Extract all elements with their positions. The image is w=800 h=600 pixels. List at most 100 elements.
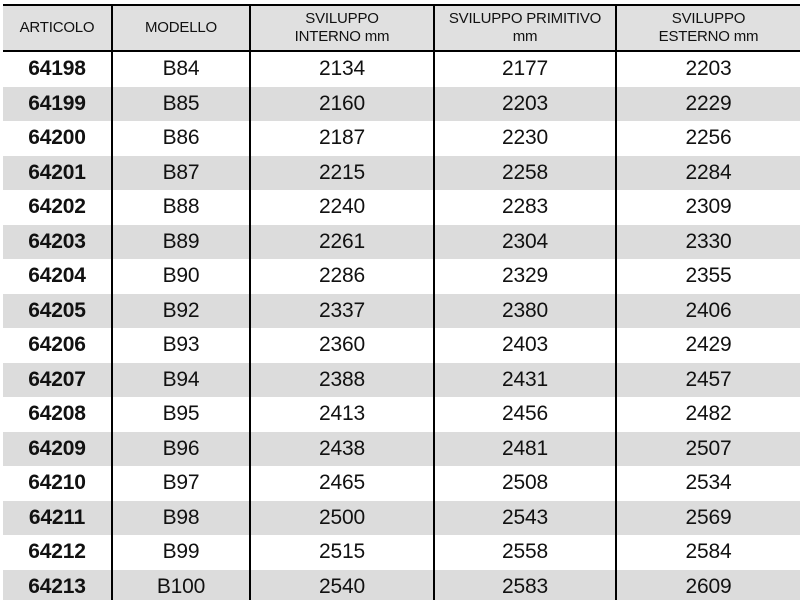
cell-modello: B89 bbox=[111, 224, 250, 259]
cell-modello: B88 bbox=[111, 190, 250, 225]
cell-sviluppo_esterno: 2309 bbox=[615, 190, 800, 225]
table-row: 64202 B88 2240 2283 2309 bbox=[3, 190, 800, 225]
cell-sviluppo_esterno: 2482 bbox=[615, 397, 800, 432]
cell-sviluppo_primitivo: 2230 bbox=[433, 121, 616, 156]
cell-sviluppo_interno: 2500 bbox=[249, 500, 434, 535]
header-row: ARTICOLO MODELLO SVILUPPO INTERNO mm SVI… bbox=[3, 4, 800, 52]
cell-sviluppo_esterno: 2406 bbox=[615, 293, 800, 328]
cell-modello: B92 bbox=[111, 293, 250, 328]
cell-sviluppo_esterno: 2584 bbox=[615, 535, 800, 570]
table-row: 64198 B84 2134 2177 2203 bbox=[3, 51, 800, 87]
cell-articolo: 64199 bbox=[3, 86, 112, 121]
cell-sviluppo_interno: 2360 bbox=[249, 328, 434, 363]
cell-modello: B97 bbox=[111, 466, 250, 501]
cell-sviluppo_esterno: 2609 bbox=[615, 569, 800, 600]
cell-sviluppo_interno: 2240 bbox=[249, 190, 434, 225]
cell-sviluppo_primitivo: 2380 bbox=[433, 293, 616, 328]
cell-articolo: 64198 bbox=[3, 51, 112, 87]
cell-sviluppo_interno: 2413 bbox=[249, 397, 434, 432]
col-header-label-line2: ESTERNO mm bbox=[658, 28, 759, 45]
cell-sviluppo_primitivo: 2304 bbox=[433, 224, 616, 259]
col-header-label: ARTICOLO bbox=[19, 19, 95, 36]
table-row: 64210 B97 2465 2508 2534 bbox=[3, 466, 800, 501]
col-header-modello: MODELLO bbox=[111, 4, 250, 52]
col-header-sviluppo-interno: SVILUPPO INTERNO mm bbox=[249, 4, 434, 52]
cell-sviluppo_primitivo: 2583 bbox=[433, 569, 616, 600]
cell-sviluppo_esterno: 2507 bbox=[615, 431, 800, 466]
cell-sviluppo_interno: 2438 bbox=[249, 431, 434, 466]
cell-sviluppo_esterno: 2203 bbox=[615, 51, 800, 87]
col-header-label-line1: SVILUPPO PRIMITIVO bbox=[448, 10, 602, 27]
cell-articolo: 64203 bbox=[3, 224, 112, 259]
table-row: 64205 B92 2337 2380 2406 bbox=[3, 293, 800, 328]
cell-sviluppo_primitivo: 2481 bbox=[433, 431, 616, 466]
cell-sviluppo_interno: 2187 bbox=[249, 121, 434, 156]
cell-sviluppo_esterno: 2429 bbox=[615, 328, 800, 363]
table-row: 64206 B93 2360 2403 2429 bbox=[3, 328, 800, 363]
cell-sviluppo_interno: 2261 bbox=[249, 224, 434, 259]
cell-sviluppo_primitivo: 2543 bbox=[433, 500, 616, 535]
cell-sviluppo_interno: 2215 bbox=[249, 155, 434, 190]
cell-articolo: 64200 bbox=[3, 121, 112, 156]
cell-articolo: 64207 bbox=[3, 362, 112, 397]
table-row: 64204 B90 2286 2329 2355 bbox=[3, 259, 800, 294]
cell-modello: B99 bbox=[111, 535, 250, 570]
table-row: 64199 B85 2160 2203 2229 bbox=[3, 86, 800, 121]
cell-modello: B84 bbox=[111, 51, 250, 87]
cell-modello: B85 bbox=[111, 86, 250, 121]
cell-articolo: 64212 bbox=[3, 535, 112, 570]
cell-sviluppo_esterno: 2229 bbox=[615, 86, 800, 121]
cell-sviluppo_esterno: 2355 bbox=[615, 259, 800, 294]
cell-sviluppo_primitivo: 2258 bbox=[433, 155, 616, 190]
cell-sviluppo_primitivo: 2403 bbox=[433, 328, 616, 363]
cell-articolo: 64204 bbox=[3, 259, 112, 294]
cell-sviluppo_interno: 2515 bbox=[249, 535, 434, 570]
cell-sviluppo_esterno: 2457 bbox=[615, 362, 800, 397]
col-header-label-line1: SVILUPPO bbox=[305, 10, 379, 27]
cell-modello: B94 bbox=[111, 362, 250, 397]
cell-sviluppo_primitivo: 2508 bbox=[433, 466, 616, 501]
cell-sviluppo_interno: 2337 bbox=[249, 293, 434, 328]
cell-sviluppo_interno: 2134 bbox=[249, 51, 434, 87]
cell-sviluppo_esterno: 2534 bbox=[615, 466, 800, 501]
cell-sviluppo_interno: 2160 bbox=[249, 86, 434, 121]
table-row: 64201 B87 2215 2258 2284 bbox=[3, 155, 800, 190]
cell-modello: B100 bbox=[111, 569, 250, 600]
table-row: 64213 B100 2540 2583 2609 bbox=[3, 569, 800, 600]
cell-sviluppo_esterno: 2256 bbox=[615, 121, 800, 156]
cell-modello: B90 bbox=[111, 259, 250, 294]
table-body: 64198 B84 2134 2177 2203 64199 B85 2160 2203 2229… bbox=[3, 51, 800, 600]
cell-sviluppo_esterno: 2569 bbox=[615, 500, 800, 535]
col-header-label-line1: SVILUPPO bbox=[671, 10, 746, 27]
cell-sviluppo_primitivo: 2283 bbox=[433, 190, 616, 225]
spec-table: ARTICOLO MODELLO SVILUPPO INTERNO mm SVI… bbox=[3, 4, 800, 600]
col-header-label-line2: mm bbox=[512, 28, 538, 45]
cell-sviluppo_primitivo: 2558 bbox=[433, 535, 616, 570]
cell-articolo: 64208 bbox=[3, 397, 112, 432]
cell-sviluppo_primitivo: 2329 bbox=[433, 259, 616, 294]
table-row: 64208 B95 2413 2456 2482 bbox=[3, 397, 800, 432]
col-header-label-line2: INTERNO mm bbox=[294, 28, 390, 45]
cell-sviluppo_interno: 2388 bbox=[249, 362, 434, 397]
cell-sviluppo_primitivo: 2177 bbox=[433, 51, 616, 87]
cell-articolo: 64210 bbox=[3, 466, 112, 501]
col-header-label: MODELLO bbox=[145, 19, 217, 36]
cell-sviluppo_primitivo: 2431 bbox=[433, 362, 616, 397]
cell-articolo: 64202 bbox=[3, 190, 112, 225]
cell-articolo: 64213 bbox=[3, 569, 112, 600]
cell-sviluppo_interno: 2286 bbox=[249, 259, 434, 294]
cell-modello: B87 bbox=[111, 155, 250, 190]
cell-modello: B93 bbox=[111, 328, 250, 363]
cell-modello: B96 bbox=[111, 431, 250, 466]
cell-sviluppo_esterno: 2284 bbox=[615, 155, 800, 190]
table-row: 64203 B89 2261 2304 2330 bbox=[3, 224, 800, 259]
cell-articolo: 64209 bbox=[3, 431, 112, 466]
cell-sviluppo_esterno: 2330 bbox=[615, 224, 800, 259]
table-row: 64211 B98 2500 2543 2569 bbox=[3, 500, 800, 535]
cell-modello: B95 bbox=[111, 397, 250, 432]
table-row: 64200 B86 2187 2230 2256 bbox=[3, 121, 800, 156]
cell-articolo: 64201 bbox=[3, 155, 112, 190]
table-row: 64209 B96 2438 2481 2507 bbox=[3, 431, 800, 466]
col-header-sviluppo-primitivo: SVILUPPO PRIMITIVO mm bbox=[433, 4, 616, 52]
